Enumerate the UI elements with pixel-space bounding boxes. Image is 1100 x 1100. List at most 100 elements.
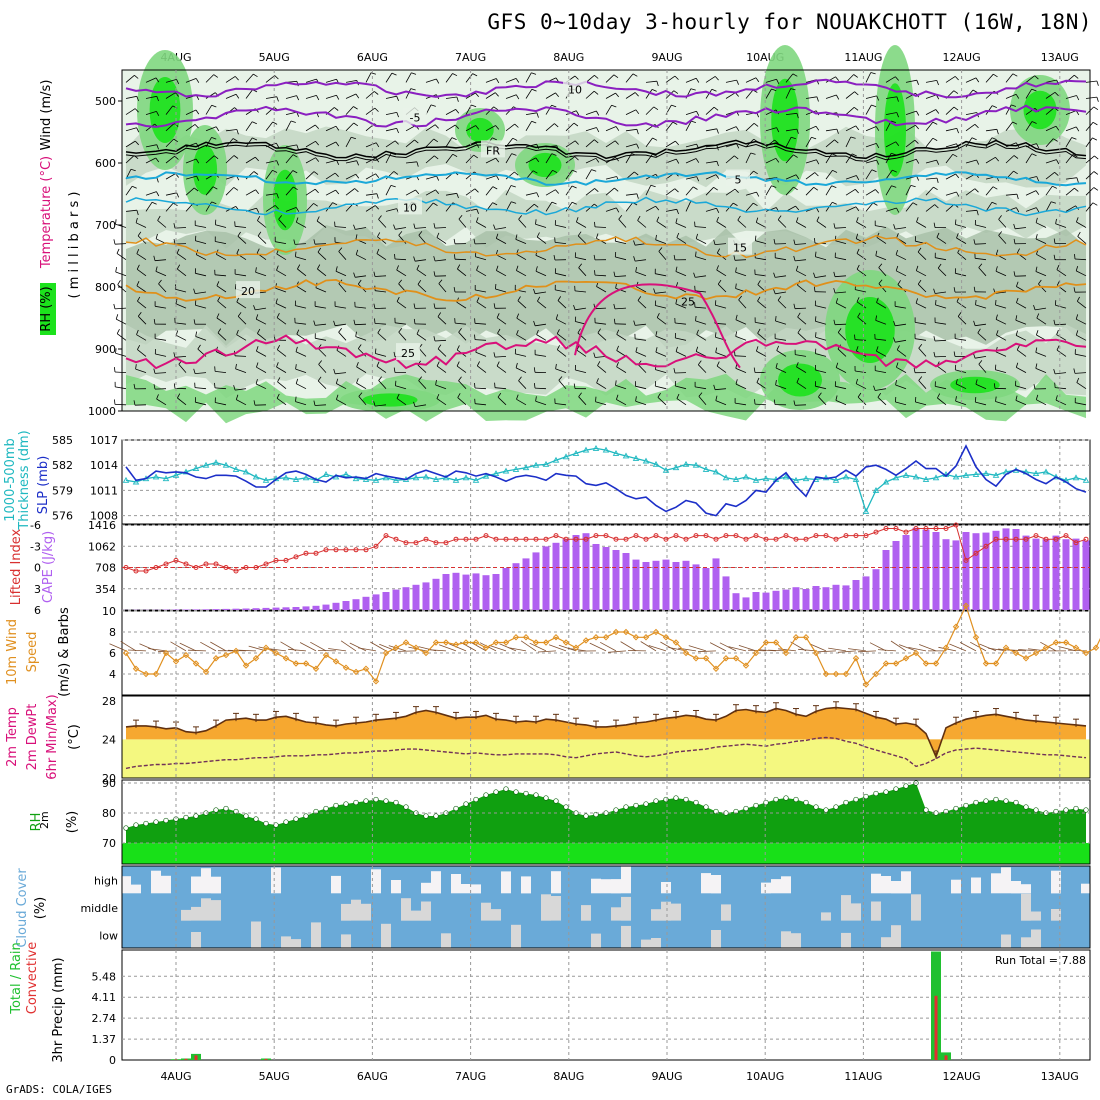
wind-barb-flag: [571, 185, 577, 189]
wind-barb-flag: [955, 378, 958, 385]
wind-barb: [605, 187, 615, 196]
wind-barb: [665, 121, 674, 132]
lifted-index-point: [373, 543, 379, 549]
wind-barb-flag: [594, 139, 599, 144]
wind-barb-flag: [355, 249, 359, 255]
wind-barb-flag: [396, 96, 399, 101]
wind10m-speed-point: [292, 660, 300, 667]
wind-barb-flag: [811, 136, 817, 140]
rh-saturated-area: [528, 152, 562, 178]
wind10m-speed-point: [632, 634, 640, 641]
wind-barb-flag: [1015, 395, 1018, 401]
cloud-cell: [591, 933, 601, 948]
wind-barb: [435, 384, 447, 390]
wind-barb-flag: [433, 223, 436, 229]
wind-barb: [525, 192, 537, 196]
wind-barb: [445, 192, 457, 196]
wind-barb-flag: [130, 168, 136, 172]
wind10m-barb: [438, 644, 457, 652]
wind-barb: [1015, 227, 1027, 230]
wind10m-speed-point: [922, 660, 930, 667]
wind-barb-flag: [753, 170, 758, 175]
lifted-axis-label: Lifted Index: [9, 528, 24, 605]
wind-barb: [515, 239, 527, 244]
wind-barb-flag: [353, 122, 359, 127]
cloud-cell: [661, 882, 671, 894]
wind-barb-flag: [317, 247, 322, 253]
wind-barb: [635, 351, 647, 357]
wind-barb-flag: [253, 171, 259, 175]
wind10m-speed-point: [512, 634, 520, 641]
wind-barb: [745, 202, 754, 212]
wind-barb-flag: [738, 295, 743, 301]
wind-barb-flag: [895, 380, 897, 386]
wind-barb-flag: [256, 208, 260, 213]
wind-barb: [585, 188, 595, 196]
wind-barb-flag: [1053, 319, 1056, 325]
wind-barb-flag: [1096, 96, 1099, 102]
wind-barb: [775, 384, 787, 390]
wind-barb-flag: [253, 73, 258, 78]
dewpoint-line: [125, 736, 1087, 770]
wind-barb-flag: [915, 265, 919, 271]
wind-barb-flag: [195, 78, 200, 83]
lifted-index-point: [213, 561, 219, 567]
wind-barb-flag: [1075, 330, 1079, 336]
date-tick-bottom: 9AUG: [651, 1070, 682, 1083]
wind-barb-flag: [158, 279, 162, 285]
wind-barb: [405, 139, 415, 148]
wind-barb-flag: [555, 189, 560, 194]
wind-barb-flag: [176, 248, 180, 254]
wind-barb: [865, 202, 874, 212]
wind-barb-flag: [493, 224, 496, 230]
wind-barb-flag: [914, 139, 919, 144]
wind-barb: [545, 92, 556, 99]
wind-barb: [925, 186, 934, 196]
wind-barb: [114, 243, 127, 245]
wind-barb: [945, 128, 957, 132]
wind-barb-flag: [876, 159, 880, 165]
wind-barb: [355, 275, 367, 278]
wind-barb: [434, 227, 447, 229]
wind-barb-flag: [633, 240, 636, 246]
wind-barb: [195, 304, 207, 309]
wind-barb-flag: [516, 394, 519, 400]
cloud-cell: [341, 903, 351, 921]
wind-barb-flag: [833, 319, 836, 325]
wind-barb: [225, 187, 235, 196]
wind-barb: [345, 80, 357, 83]
wind-barb-flag: [871, 104, 877, 108]
temperature-contour: [125, 196, 1087, 217]
wind-barb-flag: [432, 202, 438, 206]
wind-barb: [885, 112, 897, 115]
lifted-index-point: [323, 547, 329, 553]
wind-barb: [395, 322, 407, 325]
lifted-index-point: [283, 557, 289, 563]
wind-barb: [937, 397, 947, 406]
wind-barb: [815, 305, 827, 309]
wind-barb: [675, 222, 687, 228]
wind-barb: [505, 153, 513, 164]
wind-barb: [354, 323, 367, 326]
wind10m-speed-point: [592, 634, 600, 641]
wind-barb: [905, 158, 917, 164]
wind-barb: [618, 218, 627, 228]
cloud-cell: [1051, 909, 1061, 921]
wind-barb-flag: [713, 106, 719, 111]
wind-barb-flag: [378, 215, 382, 220]
wind-barb: [796, 382, 807, 390]
cloud-cell: [821, 912, 831, 921]
wind-barb: [625, 128, 637, 132]
wind-barb: [174, 356, 187, 358]
wind-barb: [1016, 349, 1027, 357]
wind10m-speed-point: [852, 655, 860, 662]
wind-barb-flag: [275, 298, 278, 304]
cloud-cell: [781, 876, 791, 894]
date-tick-bottom: 13AUG: [1041, 1070, 1079, 1083]
wind-barb-flag: [1071, 137, 1077, 140]
wind-barb: [305, 157, 316, 164]
wind-barb: [635, 259, 647, 262]
wind-barb-flag: [533, 320, 536, 326]
wind-barb: [235, 368, 247, 373]
wind-barb-flag: [518, 376, 522, 381]
